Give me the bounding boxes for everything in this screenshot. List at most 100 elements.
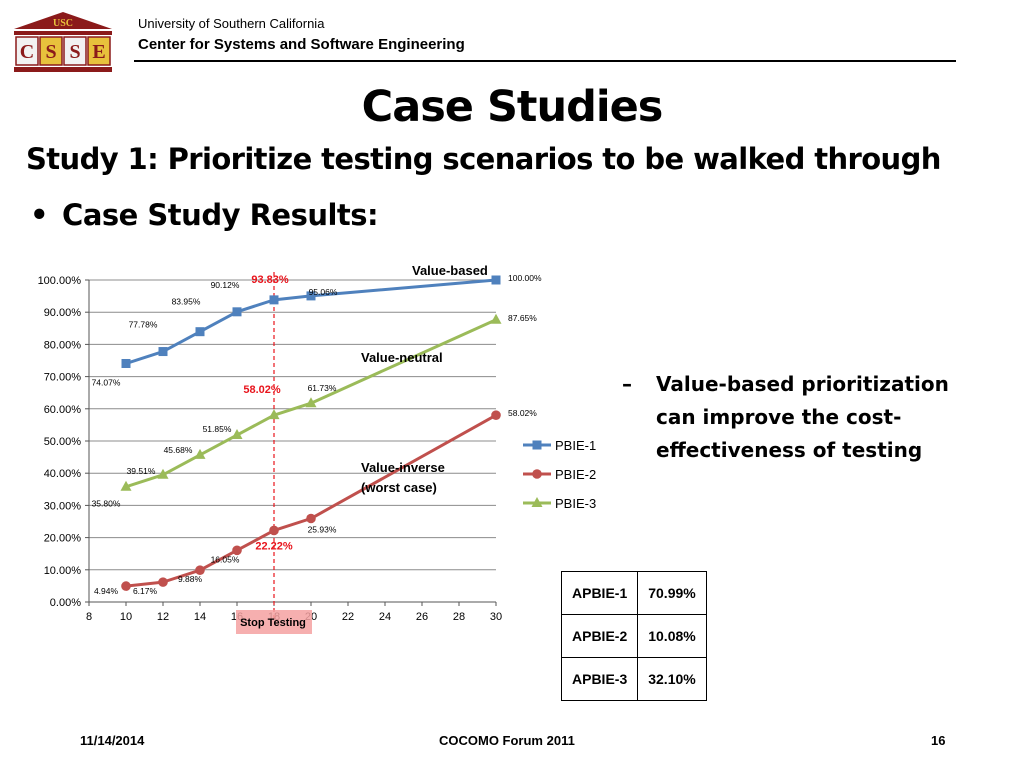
table-cell-label: APBIE-1 [560,571,639,615]
x-tick-label: 12 [157,611,169,623]
slide-title: Case Studies [361,82,664,132]
logo-letter-box [63,36,87,66]
data-label: 45.68% [164,445,193,455]
bullet-dot-icon: • [30,198,49,232]
table-cell-value: 10.08% [637,614,707,658]
y-tick-label: 70.00% [44,372,82,384]
data-point-triangle [305,397,317,408]
data-point-square [232,307,242,317]
data-label: 77.78% [129,320,158,330]
data-label: 100.00% [508,273,542,283]
table-row: APBIE-3 32.10% [560,657,707,701]
chart-annotation: Value-neutral [361,350,443,365]
legend-label: PBIE-3 [555,496,596,511]
data-point-triangle [490,313,502,324]
table-cell-label: APBIE-2 [560,614,639,658]
side-dash: – [622,372,632,396]
chart-annotation: Value-inverse [361,460,445,475]
legend-label: PBIE-1 [555,438,596,453]
slide-subtitle: Study 1: Prioritize testing scenarios to… [26,142,941,176]
y-tick-label: 10.00% [44,565,82,577]
logo-letter: C [20,41,34,63]
org-university: University of Southern California [138,16,325,31]
table-cell-value: 32.10% [637,657,707,701]
bullet-case-study-results: • Case Study Results: [30,198,379,232]
data-label: 51.85% [203,424,232,434]
data-label: 93.83% [251,274,289,286]
logo-letter: S [69,41,80,63]
data-point-circle [491,410,501,420]
logo-letter-box [87,36,111,66]
x-tick-label: 24 [379,611,391,623]
chart-annotations: Value-based Value-neutral Value-inverse (wo… [361,263,488,495]
x-tick-label: 26 [416,611,428,623]
data-label: 74.07% [92,377,121,387]
x-tick-label: 10 [120,611,132,623]
table-row: APBIE-2 10.08% [560,614,707,658]
data-point-triangle [194,448,206,459]
results-table: APBIE-1 70.99% APBIE-2 10.08% APBIE-3 32.10… [560,571,707,701]
data-point-triangle [231,429,243,440]
footer-date: 11/14/2014 [80,733,145,748]
data-label: 95.06% [309,287,338,297]
data-label: 58.02% [508,408,537,418]
data-label: 87.65% [508,313,537,323]
data-label: 9.88% [178,574,203,584]
x-tick-label: 28 [453,611,465,623]
chart-legend: PBIE-1 PBIE-2 PBIE-3 [523,438,596,511]
x-tick-label: 22 [342,611,354,623]
data-point-circle [121,581,131,591]
logo-letter-box [39,36,63,66]
x-tick-label: 30 [490,611,502,623]
chart-annotation: Value-based [412,263,488,278]
data-point-square [195,327,205,337]
data-point-square [306,291,316,301]
stop-testing-label: Stop Testing [240,617,306,629]
chart-data-labels: 74.07% 77.78% 83.95% 90.12% 93.83% 95.06% 100.… [92,273,542,596]
data-label: 90.12% [211,280,240,290]
y-tick-label: 0.00% [50,597,81,609]
y-tick-label: 20.00% [44,533,82,545]
data-label: 83.95% [172,297,201,307]
data-point-circle [195,565,205,575]
chart-series [120,275,502,591]
data-point-circle [306,513,316,524]
y-tick-label: 40.00% [44,468,82,480]
footer-page-number: 16 [931,733,946,748]
side-bullet: – Value-based prioritization can improve… [622,368,982,467]
data-point-square [121,358,131,368]
table-cell-label: APBIE-3 [560,657,639,701]
data-point-square [269,295,279,305]
data-label: 6.17% [133,586,158,596]
data-point-circle [232,545,242,556]
data-point-triangle [157,468,169,479]
data-point-square [491,275,501,285]
x-tick-label: 8 [86,611,92,623]
legend-marker-triangle [531,497,543,507]
y-tick-label: 80.00% [44,339,82,351]
stop-testing-box [236,610,312,634]
data-label: 61.73% [308,383,337,393]
svg-text:USC: USC [53,18,73,29]
legend-marker-square [532,440,542,450]
y-tick-label: 30.00% [44,500,82,512]
data-label: 25.93% [308,525,337,535]
data-label: 58.02% [243,384,281,396]
data-point-circle [269,525,279,536]
y-tick-label: 100.00% [38,275,82,287]
x-tick-label: 14 [194,611,206,623]
data-point-square [158,347,168,357]
data-label: 22.22% [255,540,293,552]
header-rule [134,60,956,62]
data-label: 4.94% [94,586,119,596]
legend-marker-circle [532,469,542,479]
table-row: APBIE-1 70.99% [560,571,707,615]
data-point-triangle [268,409,280,420]
stop-testing-marker: Stop Testing [236,272,312,634]
chart-annotation: (worst case) [361,480,437,495]
bullet-text: Case Study Results: [62,198,379,232]
data-point-circle [158,577,168,587]
org-center: Center for Systems and Software Engineer… [138,36,465,53]
data-point-triangle [120,480,132,491]
